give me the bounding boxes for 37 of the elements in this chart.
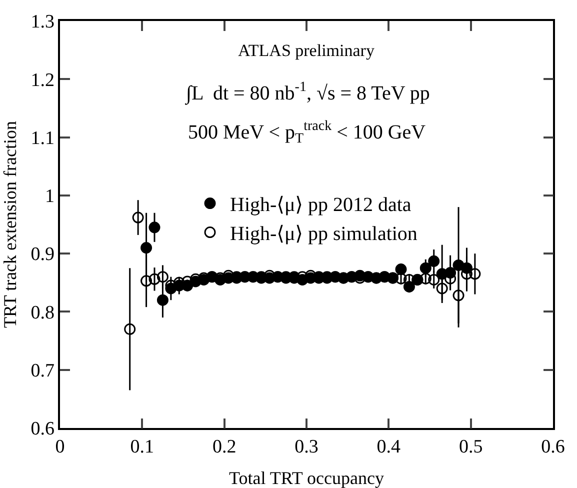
y-axis-title: TRT track extension fraction [0,120,20,328]
point [428,255,440,267]
y-tick-label: 0.6 [30,418,54,440]
point [124,323,136,335]
legend-label: High-⟨μ⟩ pp simulation [230,223,418,246]
annotation: 500 MeV < p$_{T}$$^{track}$ < 100 GeV [188,119,426,147]
legend-label: High-⟨μ⟩ pp 2012 data [230,194,412,216]
point [148,222,160,234]
x-axis-title: Total TRT occupancy [229,468,384,488]
point [140,242,152,254]
y-tick-label: 0.9 [30,244,54,266]
x-tick-label: 0.2 [212,436,236,458]
point [436,282,448,294]
point [156,294,168,306]
point [148,273,160,285]
annotation: ∫L dt = 80 nb$^{-1}$, √s = 8 TeV pp [184,80,430,106]
y-tick-label: 1 [44,186,54,208]
x-tick-label: 0 [55,436,65,458]
y-tick-label: 1.3 [30,12,54,33]
point [132,212,144,224]
y-tick-label: 1.1 [30,128,54,149]
x-tick-label: 0.5 [458,436,483,458]
annotation: ATLAS preliminary [238,41,375,60]
point [452,290,464,302]
point [156,271,168,283]
x-tick-label: 0.4 [376,436,402,458]
y-tick-label: 1.2 [30,70,54,91]
point [469,268,481,280]
point [420,262,432,274]
x-tick-label: 0.1 [130,436,154,458]
point [428,274,440,286]
x-tick-label: 0.6 [541,436,565,458]
y-tick-label: 0.8 [30,302,54,324]
point [140,275,152,287]
point [420,272,432,284]
x-tick-label: 0.3 [294,436,318,458]
y-tick-label: 0.7 [30,360,54,382]
